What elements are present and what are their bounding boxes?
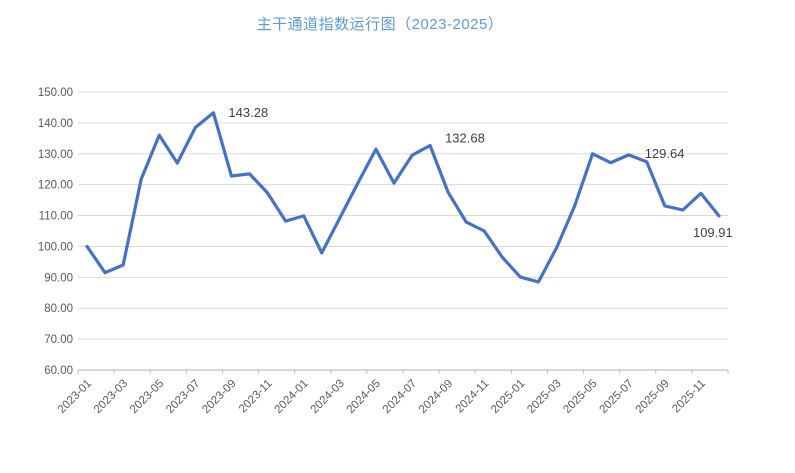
y-axis-tick-label: 150.00 (38, 87, 73, 99)
data-point-label: 109.91 (693, 225, 733, 240)
x-axis-tick-label: 2024-11 (454, 378, 492, 416)
y-axis-tick-label: 120.00 (38, 180, 73, 192)
x-axis-tick-label: 2025-07 (597, 378, 635, 416)
x-axis-tick-label: 2025-05 (561, 378, 599, 416)
x-axis-tick-label: 2024-09 (417, 378, 455, 416)
data-point-label: 129.64 (645, 146, 685, 161)
x-axis-tick-label: 2024-03 (309, 378, 347, 416)
data-point-label: 143.28 (228, 105, 268, 120)
chart-title: 主干通道指数运行图（2023-2025） (256, 16, 504, 33)
y-axis-tick-label: 110.00 (39, 211, 73, 223)
x-axis-tick-label: 2024-05 (345, 378, 383, 416)
data-point-label: 132.68 (445, 130, 485, 145)
x-axis-tick-label: 2025-01 (489, 378, 527, 416)
y-axis-tick-label: 90.00 (44, 272, 73, 284)
x-axis-tick-label: 2023-05 (128, 378, 166, 416)
x-axis-tick-label: 2024-07 (381, 378, 419, 416)
y-axis-tick-label: 60.00 (44, 365, 73, 377)
x-axis-tick-label: 2025-09 (634, 378, 672, 416)
x-axis-tick-label: 2025-03 (525, 378, 563, 416)
y-axis-tick-label: 100.00 (38, 241, 73, 253)
y-axis-tick-label: 140.00 (38, 118, 73, 130)
x-axis-tick-label: 2023-01 (56, 378, 94, 416)
y-axis-tick-label: 70.00 (44, 334, 73, 346)
index-series-line (85, 111, 721, 284)
x-axis-tick-label: 2023-09 (200, 378, 238, 416)
x-axis-tick-label: 2024-01 (272, 378, 310, 416)
x-axis-tick-label: 2023-11 (237, 378, 275, 416)
y-axis-tick-label: 130.00 (38, 149, 73, 161)
x-axis-tick-label: 2023-03 (92, 378, 130, 416)
y-axis-tick-label: 80.00 (44, 303, 73, 315)
x-axis-tick-label: 2023-07 (164, 378, 202, 416)
x-axis-tick-label: 2025-11 (670, 378, 708, 416)
